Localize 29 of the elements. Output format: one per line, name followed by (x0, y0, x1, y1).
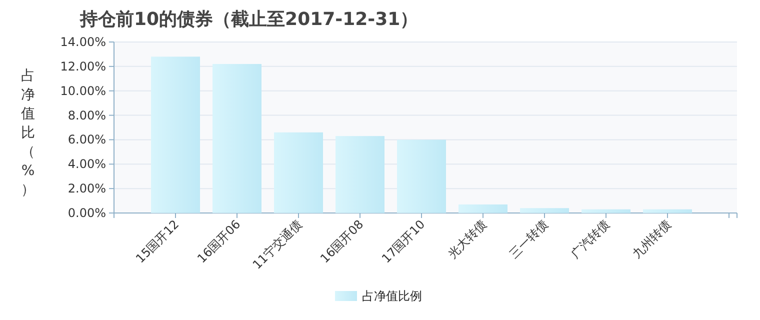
x-tick-label: 17国开10 (379, 217, 428, 266)
y-tick-label: 6.00% (68, 132, 106, 147)
bar (397, 140, 446, 213)
x-tick-label: 九州转债 (630, 217, 674, 262)
y-tick-label: 0.00% (68, 206, 106, 220)
legend-label: 占净值比例 (362, 289, 422, 303)
y-tick-label: 2.00% (68, 182, 106, 196)
y-tick-label: 10.00% (60, 84, 106, 98)
x-tick-label: 16国开08 (318, 217, 366, 266)
bar (151, 56, 200, 213)
bar (643, 209, 692, 213)
x-tick-label: 光大转债 (445, 217, 490, 262)
bar (582, 209, 630, 213)
x-tick-label: 15国开12 (133, 217, 182, 266)
bar (520, 208, 569, 213)
bar (212, 64, 262, 213)
bar (274, 132, 323, 213)
y-tick-label: 12.00% (60, 59, 106, 74)
y-tick-label: 8.00% (68, 108, 106, 122)
y-tick-label: 4.00% (68, 157, 106, 172)
bar (336, 136, 384, 213)
y-tick-label: 14.00% (60, 35, 106, 49)
chart-title: 持仓前10的债券（截止至2017-12-31） (79, 9, 418, 30)
x-tick-label: 11宁交通债 (250, 217, 305, 272)
bar (458, 204, 508, 213)
y-axis-title: 占净值比（%） (21, 68, 35, 198)
x-tick-label: 三一转债 (506, 217, 551, 262)
x-tick-label: 广汽转债 (568, 217, 612, 262)
x-tick-label: 16国开06 (194, 217, 244, 266)
